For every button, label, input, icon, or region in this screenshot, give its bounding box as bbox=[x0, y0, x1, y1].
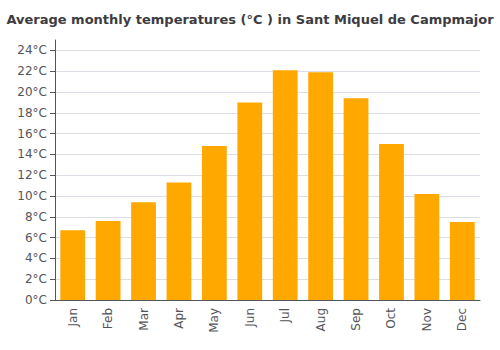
svg-text:Aug: Aug bbox=[314, 308, 328, 331]
svg-text:0°C: 0°C bbox=[25, 293, 47, 307]
svg-text:May: May bbox=[207, 308, 221, 333]
svg-text:2°C: 2°C bbox=[25, 272, 47, 286]
svg-text:22°C: 22°C bbox=[17, 64, 47, 78]
svg-text:4°C: 4°C bbox=[25, 251, 47, 265]
svg-text:10°C: 10°C bbox=[17, 189, 47, 203]
svg-text:Jul: Jul bbox=[278, 308, 292, 323]
svg-text:Apr: Apr bbox=[172, 308, 186, 329]
svg-text:Jun: Jun bbox=[243, 308, 257, 328]
svg-text:Oct: Oct bbox=[384, 308, 398, 329]
svg-text:6°C: 6°C bbox=[25, 231, 47, 245]
svg-text:18°C: 18°C bbox=[17, 106, 47, 120]
svg-text:8°C: 8°C bbox=[25, 210, 47, 224]
svg-text:16°C: 16°C bbox=[17, 127, 47, 141]
svg-text:14°C: 14°C bbox=[17, 147, 47, 161]
svg-text:Average monthly temperatures (: Average monthly temperatures (°C ) in Sa… bbox=[6, 12, 494, 27]
svg-text:24°C: 24°C bbox=[17, 43, 47, 57]
svg-text:Nov: Nov bbox=[420, 308, 434, 331]
svg-text:Feb: Feb bbox=[101, 308, 115, 329]
svg-text:20°C: 20°C bbox=[17, 85, 47, 99]
svg-text:Sep: Sep bbox=[349, 308, 363, 331]
svg-text:Mar: Mar bbox=[137, 308, 151, 331]
svg-text:Dec: Dec bbox=[455, 308, 469, 331]
svg-text:Jan: Jan bbox=[66, 308, 80, 328]
svg-text:12°C: 12°C bbox=[17, 168, 47, 182]
